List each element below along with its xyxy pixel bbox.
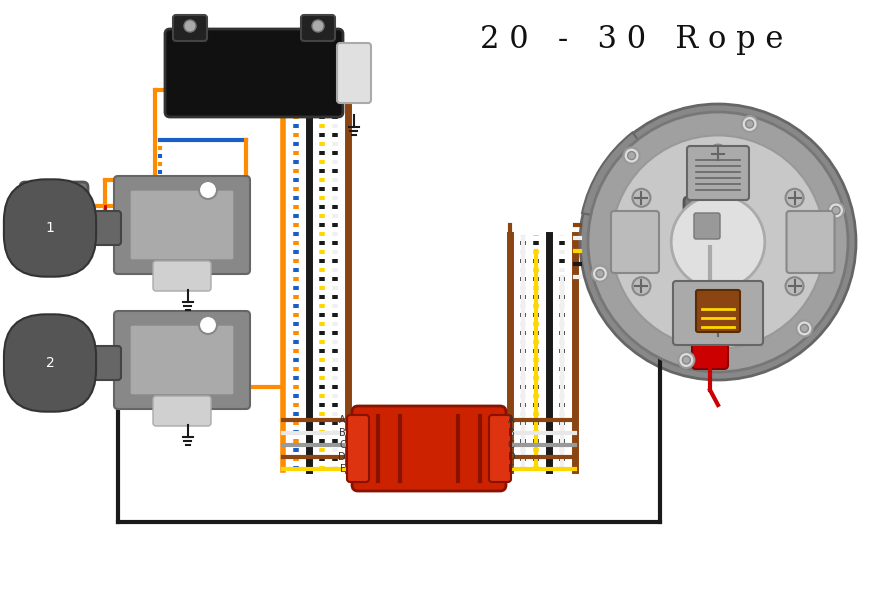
Text: 1: 1 (46, 221, 54, 235)
FancyBboxPatch shape (301, 15, 335, 41)
Circle shape (631, 189, 650, 207)
Text: A: A (508, 415, 514, 425)
Text: D: D (338, 452, 346, 462)
Circle shape (709, 322, 726, 340)
FancyBboxPatch shape (130, 190, 234, 260)
FancyBboxPatch shape (610, 211, 659, 273)
FancyBboxPatch shape (165, 29, 343, 117)
FancyBboxPatch shape (691, 319, 727, 369)
Circle shape (627, 152, 635, 160)
Circle shape (588, 112, 847, 372)
FancyBboxPatch shape (337, 43, 371, 103)
FancyBboxPatch shape (346, 415, 368, 482)
Text: A: A (339, 415, 346, 425)
FancyBboxPatch shape (695, 290, 739, 332)
Text: E: E (508, 464, 514, 474)
Text: C: C (508, 440, 514, 450)
FancyBboxPatch shape (352, 406, 505, 491)
Circle shape (785, 277, 802, 295)
FancyBboxPatch shape (114, 176, 250, 274)
Text: E: E (339, 464, 346, 474)
Circle shape (199, 316, 217, 334)
Circle shape (631, 277, 650, 295)
FancyBboxPatch shape (488, 415, 510, 482)
FancyBboxPatch shape (153, 396, 210, 426)
FancyBboxPatch shape (693, 213, 719, 239)
Text: B: B (339, 428, 346, 438)
FancyBboxPatch shape (67, 211, 121, 245)
Circle shape (591, 266, 607, 281)
Circle shape (580, 104, 855, 380)
Circle shape (785, 189, 802, 207)
Text: 2 0   -   3 0   R o p e: 2 0 - 3 0 R o p e (480, 24, 783, 55)
FancyBboxPatch shape (673, 281, 762, 345)
FancyBboxPatch shape (67, 346, 121, 380)
Circle shape (709, 145, 726, 163)
Circle shape (199, 181, 217, 199)
Circle shape (681, 356, 689, 364)
FancyBboxPatch shape (786, 211, 833, 273)
FancyBboxPatch shape (130, 325, 234, 395)
Circle shape (595, 269, 603, 278)
FancyBboxPatch shape (33, 193, 65, 219)
Circle shape (623, 148, 638, 164)
Circle shape (311, 20, 324, 32)
FancyBboxPatch shape (153, 261, 210, 291)
Text: C: C (339, 440, 346, 450)
Circle shape (745, 120, 752, 128)
FancyBboxPatch shape (686, 146, 748, 200)
Wedge shape (581, 133, 717, 242)
Text: B: B (508, 428, 514, 438)
Circle shape (678, 352, 694, 368)
Circle shape (610, 136, 824, 349)
Circle shape (795, 320, 811, 337)
Circle shape (800, 325, 808, 332)
Circle shape (827, 202, 843, 218)
Circle shape (670, 195, 764, 289)
FancyBboxPatch shape (20, 182, 88, 230)
Text: D: D (508, 452, 515, 462)
Circle shape (741, 116, 757, 132)
FancyBboxPatch shape (114, 311, 250, 409)
Circle shape (184, 20, 196, 32)
FancyBboxPatch shape (173, 15, 207, 41)
Text: 2: 2 (46, 356, 54, 370)
Circle shape (831, 206, 839, 214)
FancyBboxPatch shape (683, 197, 735, 249)
